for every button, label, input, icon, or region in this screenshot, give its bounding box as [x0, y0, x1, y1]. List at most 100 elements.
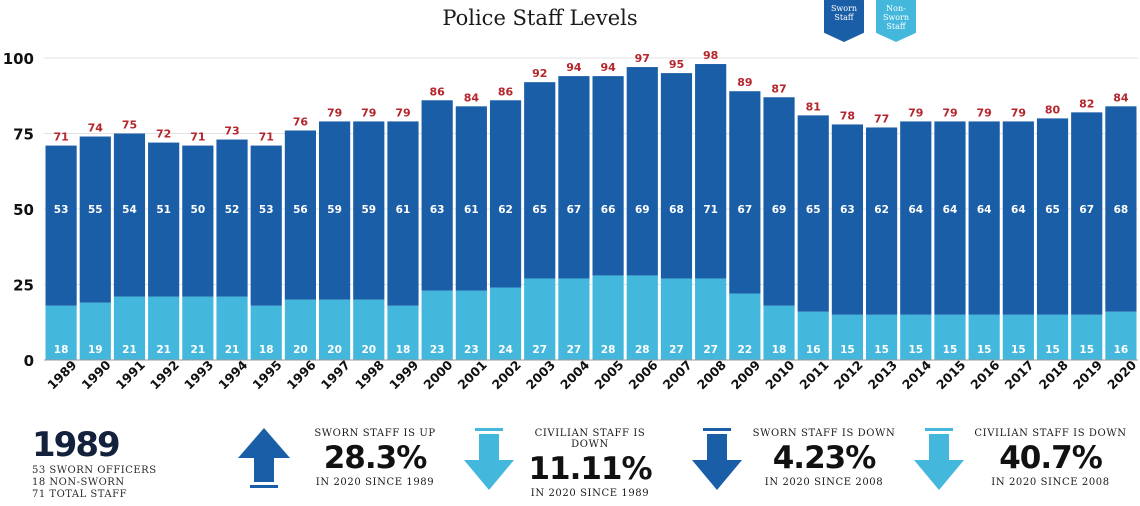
data-label-sworn: 69	[772, 204, 787, 216]
x-tick-label: 1992	[147, 357, 182, 392]
bar-sworn	[900, 121, 932, 315]
data-label-non-sworn: 20	[293, 344, 308, 356]
x-tick-label: 2015	[933, 357, 968, 392]
bar-non-sworn	[182, 296, 214, 360]
stat-value: 28.3%	[323, 440, 428, 476]
x-tick-label: 2016	[967, 357, 1002, 392]
stat-head: SWORN STAFF IS UP	[314, 428, 436, 439]
bar-sworn	[660, 73, 693, 279]
data-label-non-sworn: 21	[225, 344, 240, 356]
y-tick-label: 25	[13, 277, 34, 295]
x-tick-label: 2000	[420, 357, 455, 392]
summary-line-3: 71 TOTAL STAFF	[32, 489, 128, 500]
bar-non-sworn	[45, 305, 77, 360]
data-label-total: 84	[1113, 91, 1129, 104]
data-label-sworn: 67	[567, 204, 582, 216]
stat-foot: IN 2020 SINCE 1989	[315, 477, 435, 488]
bar-sworn	[45, 145, 77, 306]
x-tick-label: 2010	[762, 357, 797, 392]
data-label-non-sworn: 27	[532, 344, 547, 356]
x-tick-label: 2019	[1070, 357, 1105, 392]
stat-foot: IN 2020 SINCE 1989	[530, 488, 650, 499]
data-label-non-sworn: 15	[840, 344, 855, 356]
data-label-total: 84	[464, 91, 480, 104]
bar-non-sworn	[592, 275, 624, 360]
bar-sworn	[1002, 121, 1034, 315]
bar-sworn	[626, 67, 658, 276]
data-label-sworn: 65	[806, 204, 821, 216]
data-label-sworn: 56	[293, 204, 308, 216]
bar-sworn	[1105, 106, 1137, 312]
bar-chart: 0 25 50 75 100 18 53 71 1989 19 55 74 1990 21 54 75 1991…	[3, 49, 1140, 392]
data-label-non-sworn: 15	[874, 344, 889, 356]
data-label-total: 72	[156, 128, 171, 141]
data-label-sworn: 69	[635, 204, 650, 216]
data-label-sworn: 53	[54, 204, 69, 216]
data-label-sworn: 68	[1114, 204, 1129, 216]
stat-sworn-down: SWORN STAFF IS DOWN 4.23% IN 2020 SINCE …	[744, 428, 904, 488]
y-tick-label: 0	[24, 352, 34, 370]
data-label-non-sworn: 20	[361, 344, 376, 356]
bar-non-sworn	[934, 314, 966, 360]
data-label-total: 79	[361, 106, 376, 119]
data-label-sworn: 51	[156, 204, 171, 216]
data-label-non-sworn: 21	[122, 344, 137, 356]
data-label-non-sworn: 27	[567, 344, 582, 356]
data-label-non-sworn: 20	[327, 344, 342, 356]
bar-sworn	[763, 97, 795, 306]
x-tick-label: 1995	[249, 357, 284, 392]
bar-sworn	[113, 133, 146, 297]
x-tick-label: 1991	[113, 357, 148, 392]
bar-sworn	[831, 124, 863, 315]
bar-sworn	[250, 145, 282, 306]
x-tick-label: 1997	[318, 357, 353, 392]
data-label-total: 97	[635, 52, 650, 65]
data-label-sworn: 62	[874, 204, 889, 216]
x-tick-label: 2006	[625, 357, 660, 392]
data-label-non-sworn: 19	[88, 344, 103, 356]
bar-non-sworn	[148, 296, 180, 360]
data-label-non-sworn: 18	[54, 344, 69, 356]
bar-sworn	[866, 127, 898, 315]
data-label-sworn: 59	[327, 204, 342, 216]
data-label-total: 79	[395, 106, 410, 119]
data-label-total: 92	[532, 67, 547, 80]
data-label-non-sworn: 28	[635, 344, 650, 356]
chart-title: Police Staff Levels	[442, 6, 638, 30]
bar-sworn	[592, 76, 624, 276]
data-label-total: 79	[327, 106, 342, 119]
legend-sworn: Sworn Staff	[824, 0, 864, 42]
bar-non-sworn	[763, 305, 795, 360]
data-label-sworn: 61	[396, 204, 411, 216]
data-label-sworn: 71	[703, 204, 718, 216]
data-label-non-sworn: 16	[806, 344, 821, 356]
data-label-non-sworn: 15	[1045, 344, 1060, 356]
x-tick-label: 2014	[899, 357, 934, 392]
data-label-sworn: 55	[88, 204, 103, 216]
bar-non-sworn	[387, 305, 419, 360]
bar-sworn	[216, 139, 248, 297]
bar-non-sworn	[900, 314, 932, 360]
data-label-non-sworn: 28	[601, 344, 616, 356]
bar-non-sworn	[353, 299, 385, 360]
arrow-down-icon	[914, 428, 964, 490]
stat-civilian-down: CIVILIAN STAFF IS DOWN 11.11% IN 2020 SI…	[515, 428, 665, 499]
data-label-sworn: 68	[669, 204, 684, 216]
data-label-total: 78	[840, 109, 855, 122]
data-label-non-sworn: 27	[703, 344, 718, 356]
bar-sworn	[387, 121, 419, 306]
data-label-sworn: 66	[601, 204, 616, 216]
bar-sworn	[1036, 118, 1069, 315]
summary-line-2: 18 NON-SWORN	[32, 477, 125, 488]
bar-sworn	[182, 145, 214, 297]
bar-non-sworn	[729, 293, 761, 360]
bar-non-sworn	[455, 290, 487, 360]
bar-sworn	[968, 121, 1000, 315]
data-label-total: 94	[566, 61, 582, 74]
y-tick-label: 100	[3, 50, 34, 68]
bar-non-sworn	[660, 278, 693, 360]
arrow-up-icon	[238, 428, 290, 488]
data-label-sworn: 52	[225, 204, 240, 216]
data-label-sworn: 64	[977, 204, 992, 216]
bar-sworn	[524, 82, 556, 279]
